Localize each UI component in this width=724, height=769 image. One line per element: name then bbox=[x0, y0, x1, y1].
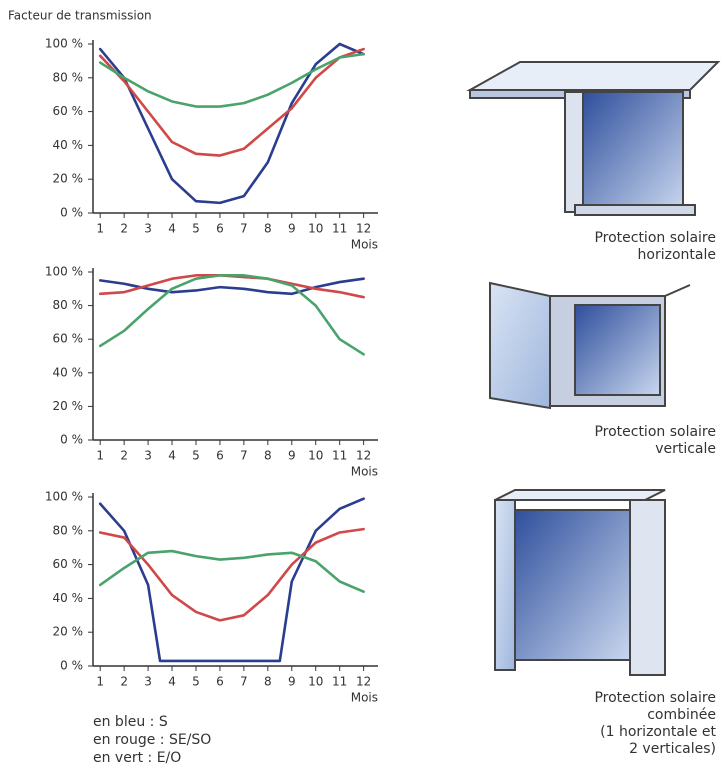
x-tick-label: 11 bbox=[332, 222, 347, 236]
x-tick-label: 11 bbox=[332, 675, 347, 689]
x-axis-label: Mois bbox=[351, 691, 378, 705]
legend-entry: en vert : E/O bbox=[93, 750, 181, 766]
series-line bbox=[100, 44, 363, 203]
y-tick-label: 80 % bbox=[53, 523, 84, 537]
y-tick-label: 40 % bbox=[53, 138, 84, 152]
caption: 2 verticales) bbox=[629, 741, 716, 757]
x-tick-label: 1 bbox=[96, 222, 104, 236]
y-tick-label: 40 % bbox=[53, 591, 84, 605]
y-tick-label: 0 % bbox=[60, 206, 83, 220]
x-tick-label: 3 bbox=[144, 449, 152, 463]
x-tick-label: 6 bbox=[216, 449, 224, 463]
x-tick-label: 1 bbox=[96, 675, 104, 689]
x-tick-label: 10 bbox=[308, 675, 323, 689]
y-tick-label: 100 % bbox=[45, 265, 83, 279]
sketch-horizontal bbox=[470, 62, 718, 215]
x-tick-label: 9 bbox=[288, 449, 296, 463]
x-tick-label: 8 bbox=[264, 449, 272, 463]
sketch-vertical bbox=[490, 283, 690, 408]
series-line bbox=[100, 529, 363, 620]
y-tick-label: 60 % bbox=[53, 104, 84, 118]
series-line bbox=[100, 551, 363, 592]
series-line bbox=[100, 499, 363, 661]
y-tick-label: 0 % bbox=[60, 659, 83, 673]
legend-entry: en rouge : SE/SO bbox=[93, 732, 211, 748]
figure: Facteur de transmission0 %20 %40 %60 %80… bbox=[0, 0, 724, 769]
x-axis-label: Mois bbox=[351, 238, 378, 252]
x-tick-label: 2 bbox=[120, 222, 128, 236]
y-tick-label: 20 % bbox=[53, 399, 84, 413]
caption: Protection solaire bbox=[594, 690, 716, 706]
sketch-combined bbox=[495, 490, 665, 675]
y-tick-label: 80 % bbox=[53, 298, 84, 312]
x-tick-label: 12 bbox=[356, 222, 371, 236]
y-tick-label: 20 % bbox=[53, 172, 84, 186]
x-tick-label: 7 bbox=[240, 675, 248, 689]
caption: verticale bbox=[655, 441, 716, 457]
caption: horizontale bbox=[638, 247, 716, 263]
x-tick-label: 10 bbox=[308, 222, 323, 236]
series-line bbox=[100, 279, 363, 294]
y-tick-label: 80 % bbox=[53, 70, 84, 84]
x-tick-label: 6 bbox=[216, 675, 224, 689]
y-tick-label: 100 % bbox=[45, 490, 83, 504]
caption: combinée bbox=[647, 707, 716, 723]
x-tick-label: 10 bbox=[308, 449, 323, 463]
x-tick-label: 8 bbox=[264, 222, 272, 236]
chart-title: Facteur de transmission bbox=[8, 9, 152, 23]
x-tick-label: 11 bbox=[332, 449, 347, 463]
x-axis-label: Mois bbox=[351, 465, 378, 479]
y-tick-label: 60 % bbox=[53, 557, 84, 571]
y-tick-label: 40 % bbox=[53, 365, 84, 379]
y-tick-label: 20 % bbox=[53, 625, 84, 639]
x-tick-label: 8 bbox=[264, 675, 272, 689]
y-tick-label: 60 % bbox=[53, 332, 84, 346]
x-tick-label: 6 bbox=[216, 222, 224, 236]
x-tick-label: 2 bbox=[120, 449, 128, 463]
series-line bbox=[100, 54, 363, 106]
legend-entry: en bleu : S bbox=[93, 714, 168, 730]
caption: (1 horizontale et bbox=[600, 724, 716, 740]
caption: Protection solaire bbox=[594, 424, 716, 440]
x-tick-label: 4 bbox=[168, 449, 176, 463]
x-tick-label: 2 bbox=[120, 675, 128, 689]
x-tick-label: 3 bbox=[144, 675, 152, 689]
y-tick-label: 0 % bbox=[60, 433, 83, 447]
x-tick-label: 5 bbox=[192, 675, 200, 689]
x-tick-label: 9 bbox=[288, 675, 296, 689]
y-tick-label: 100 % bbox=[45, 37, 83, 51]
x-tick-label: 12 bbox=[356, 449, 371, 463]
x-tick-label: 1 bbox=[96, 449, 104, 463]
x-tick-label: 4 bbox=[168, 222, 176, 236]
x-tick-label: 12 bbox=[356, 675, 371, 689]
x-tick-label: 9 bbox=[288, 222, 296, 236]
x-tick-label: 7 bbox=[240, 222, 248, 236]
x-tick-label: 5 bbox=[192, 449, 200, 463]
x-tick-label: 7 bbox=[240, 449, 248, 463]
x-tick-label: 5 bbox=[192, 222, 200, 236]
caption: Protection solaire bbox=[594, 230, 716, 246]
x-tick-label: 3 bbox=[144, 222, 152, 236]
x-tick-label: 4 bbox=[168, 675, 176, 689]
